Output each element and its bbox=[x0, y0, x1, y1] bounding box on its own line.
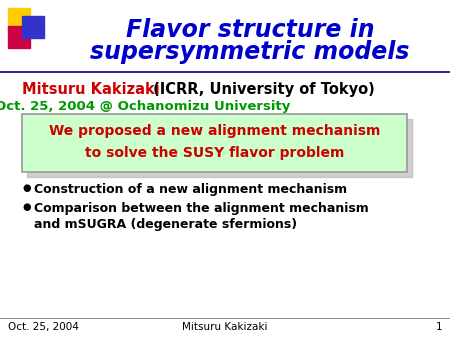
Bar bbox=[27, 119, 412, 177]
Text: Mitsuru Kakizaki: Mitsuru Kakizaki bbox=[182, 322, 268, 332]
Text: ●: ● bbox=[22, 183, 31, 193]
Text: to solve the SUSY flavor problem: to solve the SUSY flavor problem bbox=[85, 146, 344, 160]
Text: (ICRR, University of Tokyo): (ICRR, University of Tokyo) bbox=[148, 82, 375, 97]
Text: We proposed a new alignment mechanism: We proposed a new alignment mechanism bbox=[49, 124, 380, 138]
Bar bbox=[22, 16, 44, 38]
Text: Oct. 25, 2004 @ Ochanomizu University: Oct. 25, 2004 @ Ochanomizu University bbox=[0, 100, 290, 113]
Text: supersymmetric models: supersymmetric models bbox=[90, 40, 410, 64]
Text: Construction of a new alignment mechanism: Construction of a new alignment mechanis… bbox=[34, 183, 347, 196]
Text: Flavor structure in: Flavor structure in bbox=[126, 18, 374, 42]
Text: and mSUGRA (degenerate sfermions): and mSUGRA (degenerate sfermions) bbox=[34, 218, 297, 231]
Text: Comparison between the alignment mechanism: Comparison between the alignment mechani… bbox=[34, 202, 369, 215]
Bar bbox=[8, 8, 30, 30]
Bar bbox=[8, 26, 30, 48]
Text: Mitsuru Kakizaki: Mitsuru Kakizaki bbox=[22, 82, 160, 97]
Text: 1: 1 bbox=[436, 322, 442, 332]
Text: Oct. 25, 2004: Oct. 25, 2004 bbox=[8, 322, 79, 332]
Text: ●: ● bbox=[22, 202, 31, 212]
Bar bbox=[22, 114, 407, 172]
